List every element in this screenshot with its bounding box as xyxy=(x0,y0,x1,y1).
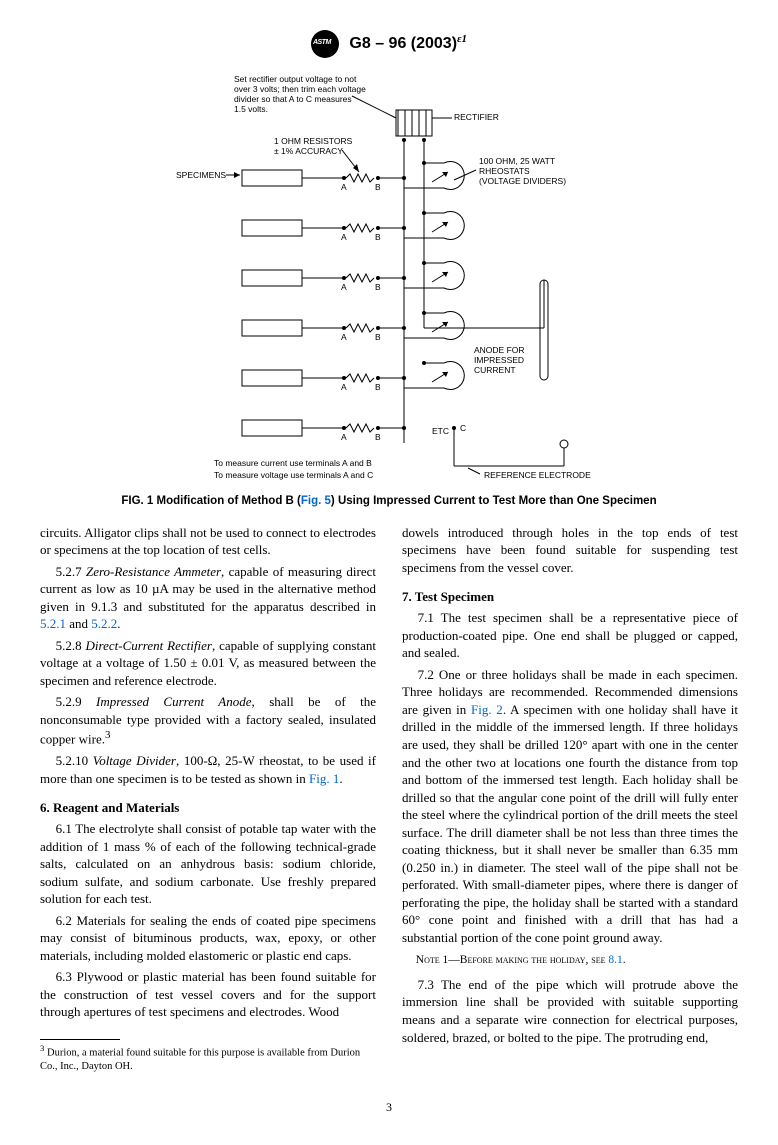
svg-text:A: A xyxy=(341,382,347,392)
para-circuits: circuits. Alligator clips shall not be u… xyxy=(40,524,376,559)
svg-text:B: B xyxy=(375,232,381,242)
svg-text:IMPRESSED: IMPRESSED xyxy=(474,355,524,365)
svg-text:A: A xyxy=(341,432,347,442)
heading-6: 6. Reagent and Materials xyxy=(40,799,376,817)
svg-text:B: B xyxy=(375,182,381,192)
figure-1: Set rectifier output voltage to notover … xyxy=(40,68,738,488)
svg-text:ETC: ETC xyxy=(432,426,449,436)
svg-text:(VOLTAGE DIVIDERS): (VOLTAGE DIVIDERS) xyxy=(479,176,566,186)
ref-5-2-2[interactable]: 5.2.2 xyxy=(91,616,117,631)
svg-text:ANODE FOR: ANODE FOR xyxy=(474,345,525,355)
svg-text:B: B xyxy=(375,382,381,392)
para-7-1: 7.1 The test specimen shall be a represe… xyxy=(402,609,738,662)
svg-text:RHEOSTATS: RHEOSTATS xyxy=(479,166,530,176)
fig5-link[interactable]: Fig. 5 xyxy=(301,495,331,507)
ref-5-2-1[interactable]: 5.2.1 xyxy=(40,616,66,631)
para-5-2-10: 5.2.10 Voltage Divider, 100-Ω, 25-W rheo… xyxy=(40,752,376,787)
figure-1-caption: FIG. 1 Modification of Method B (Fig. 5)… xyxy=(40,494,738,510)
svg-text:1 OHM RESISTORS: 1 OHM RESISTORS xyxy=(274,136,353,146)
svg-text:REFERENCE ELECTRODE: REFERENCE ELECTRODE xyxy=(484,470,591,480)
svg-text:1.5 volts.: 1.5 volts. xyxy=(234,104,268,114)
svg-text:A: A xyxy=(341,282,347,292)
ref-8-1[interactable]: 8.1 xyxy=(608,954,622,966)
epsilon-sup: ε1 xyxy=(457,33,467,45)
para-5-2-9: 5.2.9 Impressed Current Anode, shall be … xyxy=(40,693,376,748)
svg-text:Set rectifier output voltage t: Set rectifier output voltage to not xyxy=(234,74,357,84)
svg-text:SPECIMENS: SPECIMENS xyxy=(176,170,226,180)
para-7-3: 7.3 The end of the pipe which will protr… xyxy=(402,976,738,1046)
svg-text:divider so that A to C measure: divider so that A to C measures xyxy=(234,94,352,104)
svg-text:B: B xyxy=(375,432,381,442)
svg-text:over 3 volts; then trim each v: over 3 volts; then trim each voltage xyxy=(234,84,366,94)
para-7-2: 7.2 One or three holidays shall be made … xyxy=(402,666,738,947)
page-number: 3 xyxy=(40,1099,738,1115)
para-6-2: 6.2 Materials for sealing the ends of co… xyxy=(40,912,376,965)
para-6-1: 6.1 The electrolyte shall consist of pot… xyxy=(40,820,376,908)
para-6-3: 6.3 Plywood or plastic material has been… xyxy=(40,968,376,1021)
para-5-2-7: 5.2.7 Zero-Resistance Ammeter, capable o… xyxy=(40,563,376,633)
svg-text:B: B xyxy=(375,332,381,342)
heading-7: 7. Test Specimen xyxy=(402,588,738,606)
svg-text:100 OHM, 25 WATT: 100 OHM, 25 WATT xyxy=(479,156,555,166)
ref-fig-1[interactable]: Fig. 1 xyxy=(309,771,339,786)
footnote-3: 3 Durion, a material found suitable for … xyxy=(40,1043,376,1075)
astm-logo xyxy=(311,30,339,58)
svg-text:± 1% ACCURACY: ± 1% ACCURACY xyxy=(274,146,343,156)
para-dowels: dowels introduced through holes in the t… xyxy=(402,524,738,577)
note-1: Note 1—Before making the holiday, see 8.… xyxy=(402,953,738,969)
svg-text:To measure voltage use termina: To measure voltage use terminals A and C xyxy=(214,470,373,480)
body-columns: circuits. Alligator clips shall not be u… xyxy=(40,524,738,1075)
svg-text:A: A xyxy=(341,332,347,342)
svg-text:A: A xyxy=(341,232,347,242)
svg-text:A: A xyxy=(341,182,347,192)
svg-text:RECTIFIER: RECTIFIER xyxy=(454,112,499,122)
para-5-2-8: 5.2.8 Direct-Current Rectifier, capable … xyxy=(40,637,376,690)
footnote-rule xyxy=(40,1039,120,1040)
figure-1-svg: Set rectifier output voltage to notover … xyxy=(154,68,624,488)
svg-text:B: B xyxy=(375,282,381,292)
svg-text:C: C xyxy=(460,423,466,433)
svg-text:To measure current use termina: To measure current use terminals A and B xyxy=(214,458,372,468)
designation: G8 – 96 (2003) xyxy=(349,35,457,52)
page-header: G8 – 96 (2003)ε1 xyxy=(40,30,738,58)
svg-text:CURRENT: CURRENT xyxy=(474,365,516,375)
ref-fig-2[interactable]: Fig. 2 xyxy=(471,702,503,717)
